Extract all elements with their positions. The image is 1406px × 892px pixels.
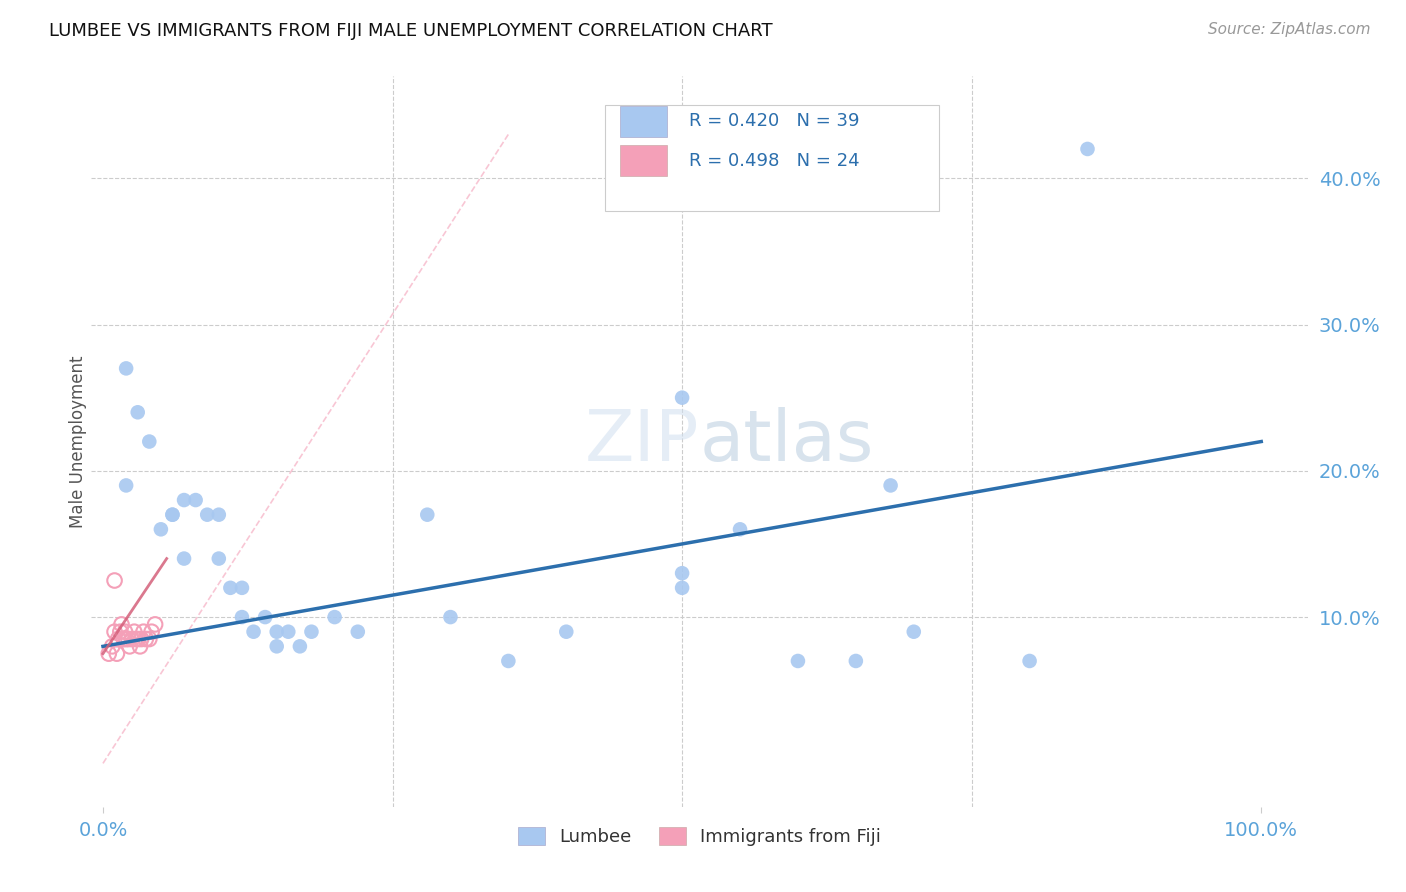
Point — [135, 632, 157, 646]
Point — [301, 624, 323, 639]
Point — [127, 632, 149, 646]
Point — [195, 508, 218, 522]
Point — [439, 610, 461, 624]
Point — [107, 632, 129, 646]
Bar — [620, 106, 666, 136]
Legend: Lumbee, Immigrants from Fiji: Lumbee, Immigrants from Fiji — [510, 819, 889, 853]
Point — [231, 610, 253, 624]
Point — [184, 493, 207, 508]
Point — [129, 640, 152, 654]
Text: R = 0.498   N = 24: R = 0.498 N = 24 — [689, 152, 859, 169]
Point — [346, 624, 368, 639]
Y-axis label: Male Unemployment: Male Unemployment — [69, 355, 87, 528]
Point — [121, 632, 143, 646]
Point — [903, 624, 925, 639]
Point — [787, 654, 810, 668]
Point — [129, 632, 152, 646]
Point — [101, 640, 124, 654]
Point — [416, 508, 439, 522]
Text: Source: ZipAtlas.com: Source: ZipAtlas.com — [1208, 22, 1371, 37]
Point — [112, 632, 135, 646]
Point — [103, 574, 125, 588]
Point — [162, 508, 184, 522]
Point — [143, 617, 166, 632]
Point — [110, 624, 132, 639]
Point — [671, 566, 693, 581]
Point — [288, 640, 311, 654]
Point — [323, 610, 346, 624]
Point — [115, 478, 138, 492]
Point — [124, 632, 146, 646]
Point — [219, 581, 242, 595]
Point — [127, 405, 149, 419]
Point — [277, 624, 299, 639]
Point — [122, 624, 145, 639]
Text: R = 0.420   N = 39: R = 0.420 N = 39 — [689, 112, 859, 130]
Point — [138, 632, 160, 646]
Point — [208, 551, 231, 566]
Point — [110, 617, 132, 632]
Point — [242, 624, 264, 639]
Point — [671, 391, 693, 405]
Point — [149, 522, 172, 536]
Point — [879, 478, 901, 492]
Point — [97, 647, 120, 661]
Point — [671, 581, 693, 595]
Point — [114, 624, 136, 639]
Point — [845, 654, 868, 668]
Point — [1018, 654, 1040, 668]
Point — [1076, 142, 1098, 156]
Bar — [620, 145, 666, 176]
Point — [173, 493, 195, 508]
Point — [266, 640, 288, 654]
Point — [115, 632, 138, 646]
Text: LUMBEE VS IMMIGRANTS FROM FIJI MALE UNEMPLOYMENT CORRELATION CHART: LUMBEE VS IMMIGRANTS FROM FIJI MALE UNEM… — [49, 22, 773, 40]
Point — [208, 508, 231, 522]
Point — [162, 508, 184, 522]
Point — [266, 624, 288, 639]
Point — [132, 624, 155, 639]
FancyBboxPatch shape — [605, 105, 939, 211]
Point — [105, 647, 128, 661]
Point — [115, 361, 138, 376]
Point — [141, 624, 163, 639]
Point — [103, 624, 125, 639]
Point — [117, 632, 139, 646]
Text: atlas: atlas — [699, 407, 875, 476]
Point — [498, 654, 520, 668]
Point — [173, 551, 195, 566]
Point — [254, 610, 277, 624]
Point — [138, 434, 160, 449]
Point — [231, 581, 253, 595]
Point — [555, 624, 578, 639]
Point — [728, 522, 751, 536]
Text: ZIP: ZIP — [585, 407, 699, 476]
Point — [118, 640, 141, 654]
